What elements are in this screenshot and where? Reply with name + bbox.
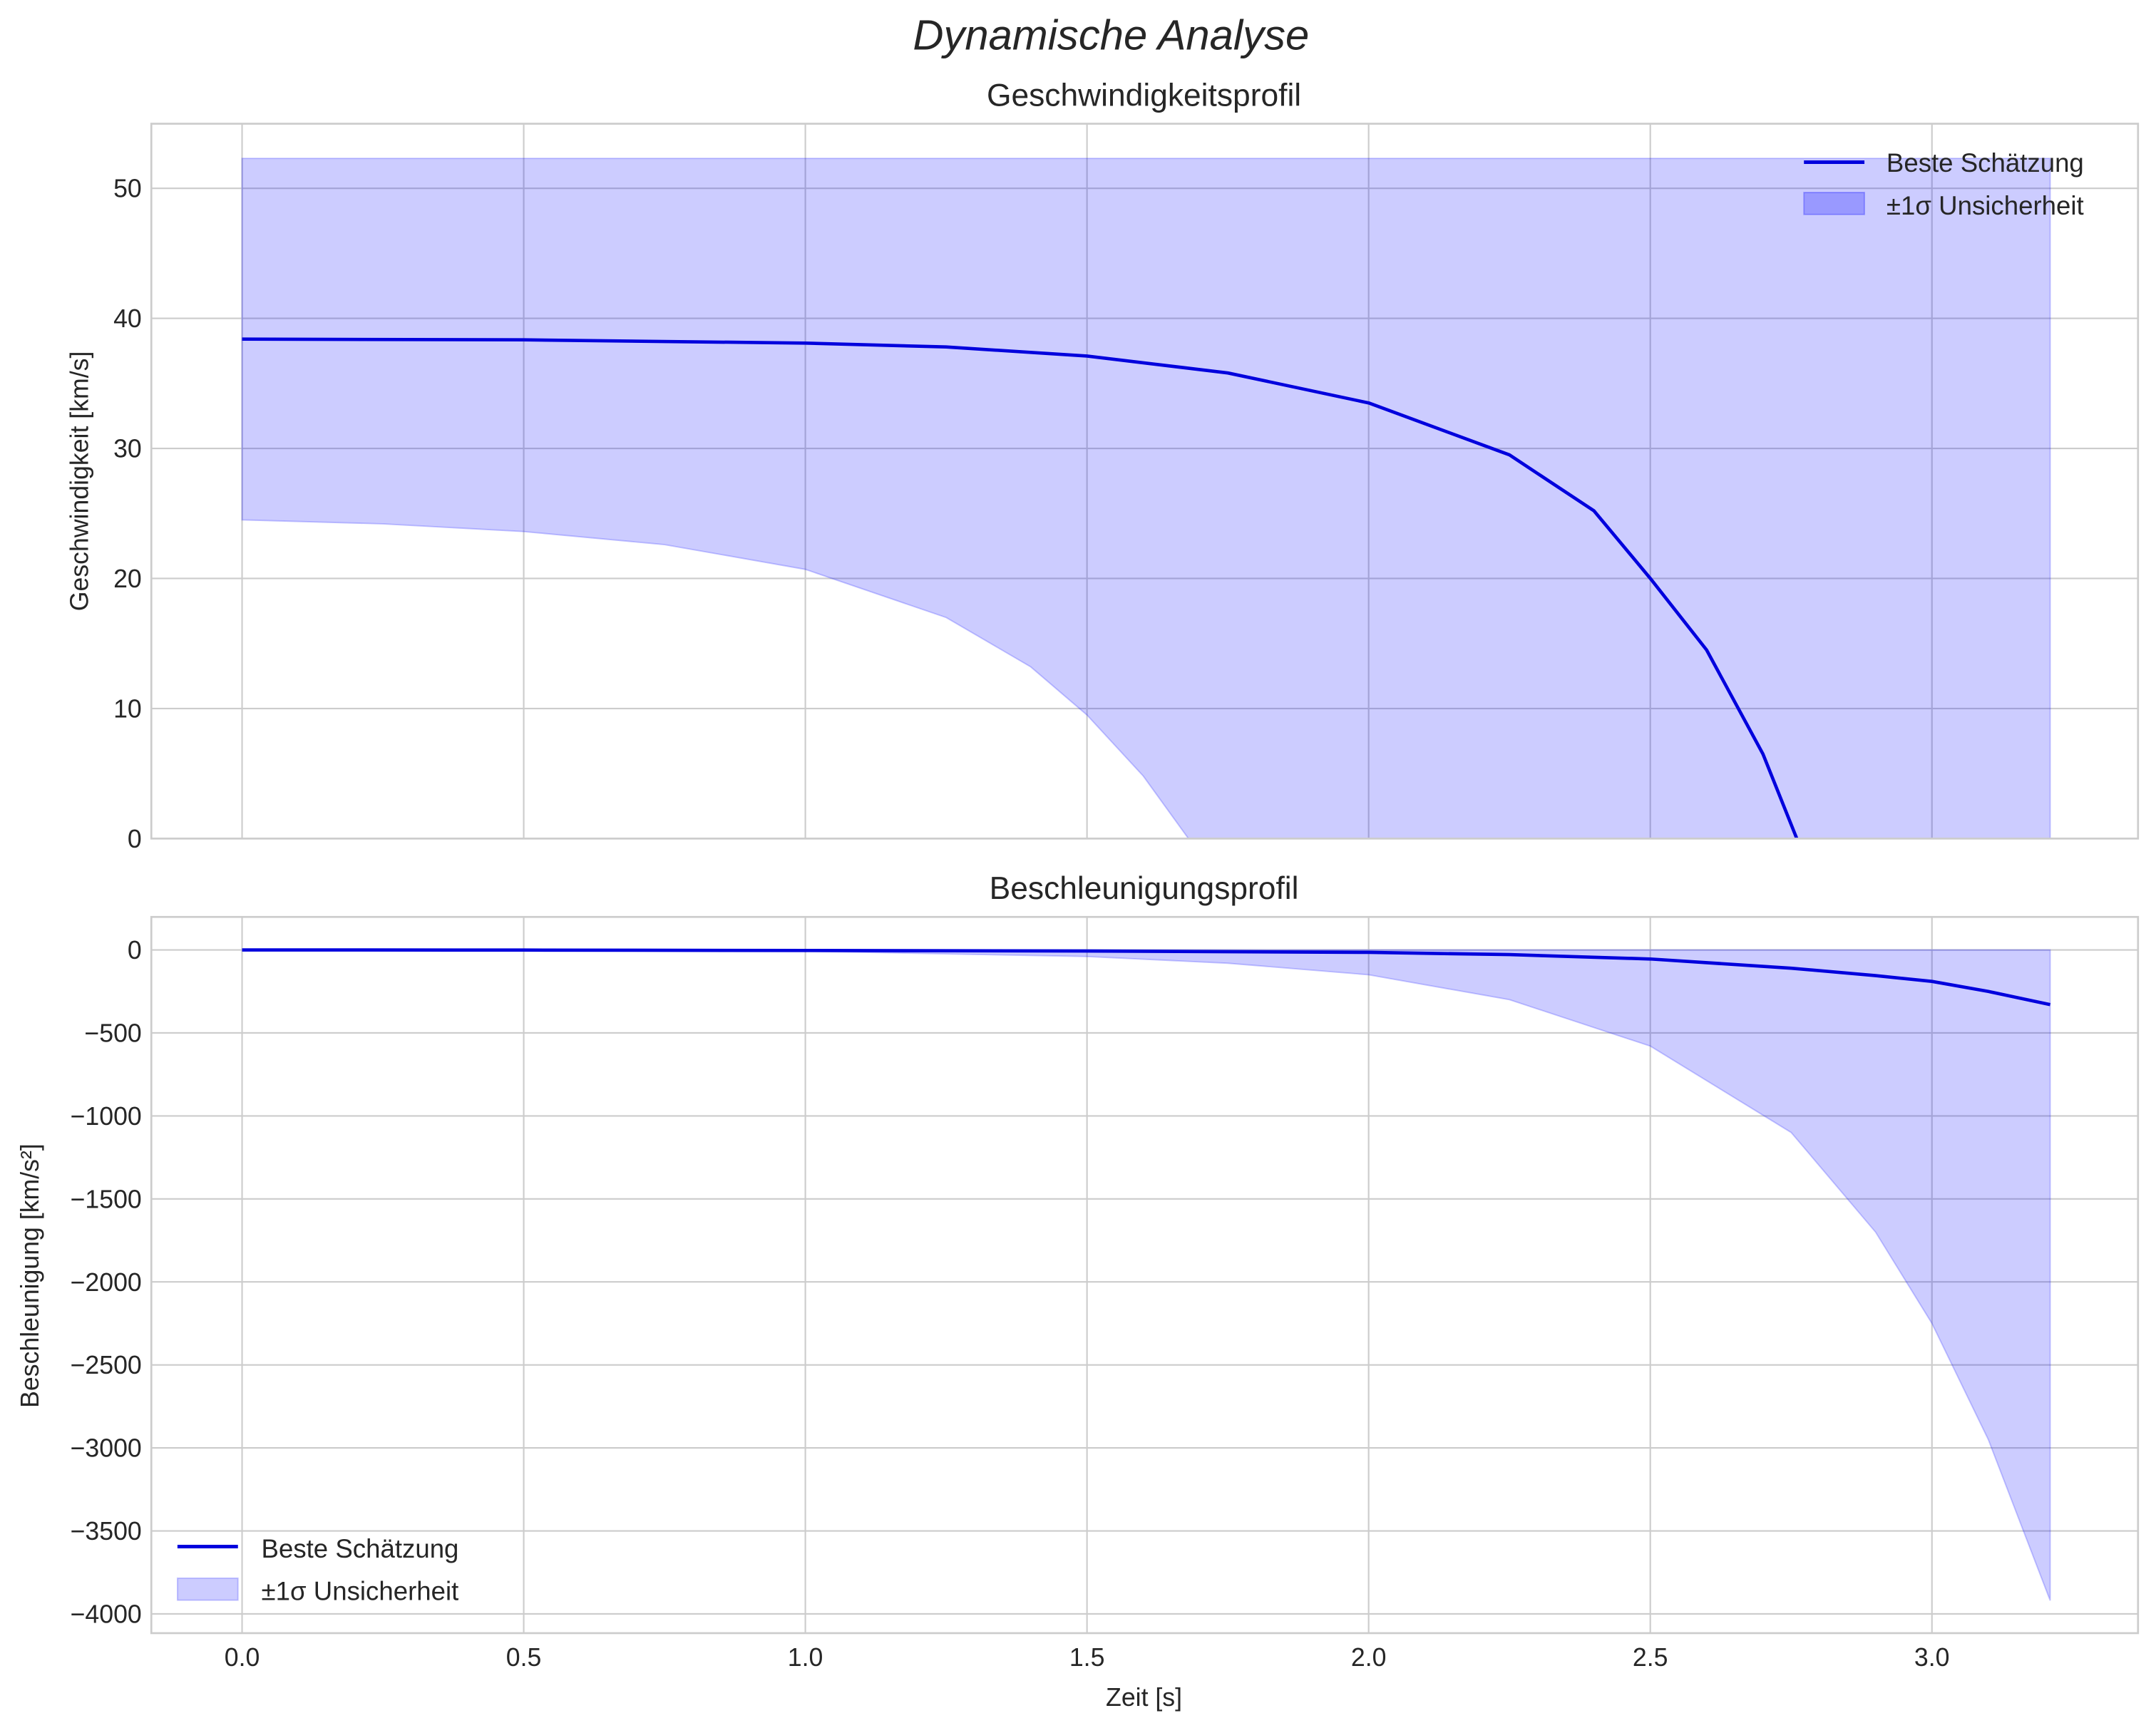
y-tick-label: −2500: [71, 1351, 142, 1379]
bottom-legend: Beste Schätzung ±1σ Unsicherheit: [176, 1534, 459, 1606]
bottom-x-tick-labels: 0.0 0.5 1.0 1.5 2.0 2.5 3.0: [225, 1643, 1950, 1672]
bottom-legend-band-label: ±1σ Unsicherheit: [262, 1577, 459, 1606]
y-tick-label: 30: [113, 435, 142, 463]
x-tick-label: 0.0: [225, 1643, 260, 1672]
bottom-axes-frame: [150, 915, 2140, 1635]
top-legend-line-label: Beste Schätzung: [1886, 148, 2084, 178]
x-tick-label: 2.0: [1351, 1643, 1387, 1672]
bottom-legend-line-label: Beste Schätzung: [262, 1534, 459, 1563]
bottom-plot-area: [242, 948, 2051, 1601]
y-tick-label: −4000: [71, 1600, 142, 1628]
y-tick-label: −1000: [71, 1102, 142, 1131]
y-tick-label: 20: [113, 565, 142, 593]
y-tick-label: −3000: [71, 1434, 142, 1463]
y-tick-label: 40: [113, 304, 142, 333]
y-tick-label: −2000: [71, 1268, 142, 1297]
bottom-y-axis-label: Beschleunigung [km/s²]: [16, 1143, 44, 1408]
y-tick-label: 50: [113, 175, 142, 203]
figure-suptitle: Dynamische Analyse: [913, 11, 1309, 58]
bottom-axes: Beschleunigungsprofil 0 −500 −1000 −1500 −20…: [16, 871, 2140, 1712]
top-legend: Beste Schätzung ±1σ Unsicherheit: [1803, 148, 2084, 220]
x-tick-label: 1.5: [1069, 1643, 1105, 1672]
top-axes-frame: [150, 123, 2140, 840]
bottom-axes-title: Beschleunigungsprofil: [990, 871, 1299, 906]
best-estimate-line: [242, 948, 2051, 1007]
legend-band-swatch-icon: [176, 1577, 239, 1601]
best-estimate-line: [242, 337, 1799, 840]
uncertainty-band: [242, 949, 2051, 1601]
x-tick-label: 1.0: [788, 1643, 823, 1672]
top-legend-band-label: ±1σ Unsicherheit: [1886, 191, 2084, 220]
y-tick-label: 0: [128, 936, 142, 965]
bottom-y-tick-labels: 0 −500 −1000 −1500 −2000 −2500 −3000 −3500 −4000: [71, 936, 142, 1628]
top-y-tick-labels: 0 10 20 30 40 50: [113, 175, 142, 853]
top-axes-title: Geschwindigkeitsprofil: [987, 78, 1301, 113]
x-tick-label: 2.5: [1633, 1643, 1668, 1672]
top-axes: Geschwindigkeitsprofil 0 10 20 30 40 50 Gesch…: [66, 78, 2140, 853]
y-tick-label: 0: [128, 825, 142, 853]
bottom-x-axis-label: Zeit [s]: [1106, 1683, 1182, 1712]
y-tick-label: −3500: [71, 1517, 142, 1546]
x-tick-label: 3.0: [1914, 1643, 1950, 1672]
y-tick-label: 10: [113, 694, 142, 723]
y-tick-label: −1500: [71, 1185, 142, 1213]
y-tick-label: −500: [84, 1019, 141, 1047]
x-tick-label: 0.5: [506, 1643, 542, 1672]
legend-band-swatch-icon: [1803, 192, 1866, 215]
top-y-axis-label: Geschwindigkeit [km/s]: [66, 351, 94, 612]
